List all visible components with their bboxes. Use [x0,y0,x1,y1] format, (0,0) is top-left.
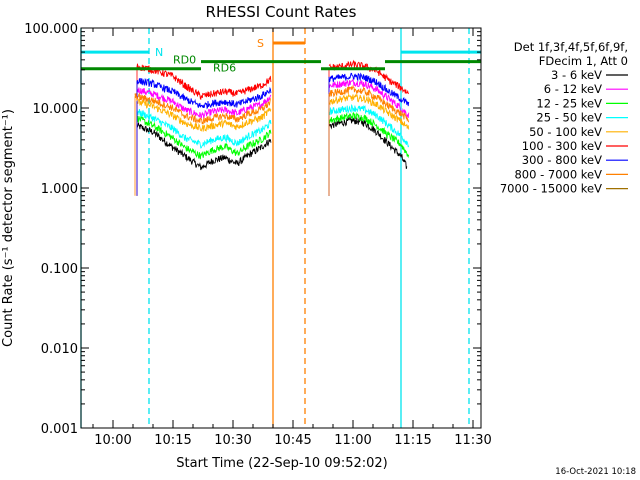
series-trace-4-1 [328,92,410,130]
y-tick-label: 10.000 [33,102,79,117]
x-tick-label: 11:30 [454,433,491,448]
legend-entry-label: 50 - 100 keV [529,125,602,139]
x-tick-label: 11:00 [334,433,371,448]
x-tick-label: 10:15 [154,433,191,448]
legend: Det 1f,3f,4f,5f,6f,9f, FDecim 1, Att 0 3… [500,40,628,196]
legend-entry-label: 12 - 25 keV [536,96,602,110]
series-trace-1-1 [328,77,410,119]
axes: 0.001 0.010 0.100 1.000 10.000 100.000 10:00 10… [24,22,492,448]
series-trace-4-0 [136,98,272,132]
y-tick-label: 1.000 [41,182,78,197]
x-tick-label: 11:15 [394,433,431,448]
y-tick-label: 100.000 [24,22,78,37]
x-axis-label: Start Time (22-Sep-10 09:52:02) [176,456,387,471]
legend-header-line-2: FDecim 1, Att 0 [539,54,628,68]
series-trace-7-1 [328,84,410,123]
x-tick-label: 10:45 [274,433,311,448]
render-timestamp: 16-Oct-2021 10:18 [555,467,636,477]
y-axis-label: Count Rate (s⁻¹ detector segment⁻¹) [1,109,16,347]
y-tick-label: 0.001 [41,422,78,437]
annotation-s: S [257,37,264,50]
series-trace-6-0 [136,77,272,110]
legend-header-line-1: Det 1f,3f,4f,5f,6f,9f, [514,40,628,54]
y-tick-label: 0.010 [41,342,78,357]
annotation-n: N [155,46,163,59]
legend-entry-label: 100 - 300 keV [522,139,602,153]
series-trace-7-0 [134,92,271,125]
series-trace-6-1 [328,72,410,107]
legend-entry-label: 3 - 6 keV [551,68,602,82]
series-trace-0-1 [328,116,408,169]
y-tick-label: 0.100 [41,262,78,277]
legend-entry-label: 300 - 800 keV [522,153,602,167]
legend-entry-label: 25 - 50 keV [536,111,602,125]
annotation-rd6: RD6 [213,62,236,75]
legend-entry-label: 7000 - 15000 keV [500,182,602,196]
annotation-rd0: RD0 [173,54,196,67]
series-trace-2-1 [328,111,410,159]
legend-entry-label: 800 - 7000 keV [514,167,602,181]
series-trace-0-0 [136,122,272,171]
x-tick-label: 10:00 [94,433,131,448]
series-trace-3-0 [136,108,272,149]
chart-title: RHESSI Count Rates [206,3,357,21]
legend-entry-label: 6 - 12 keV [544,82,602,96]
series-trace-2-0 [136,115,272,160]
chart-traces [80,28,470,428]
series-trace-3-1 [328,104,410,148]
x-tick-label: 10:30 [214,433,251,448]
flag-bars: N S RD0 RD6 [81,37,481,75]
plot-frame [80,27,482,429]
series-trace-1-0 [136,87,272,119]
